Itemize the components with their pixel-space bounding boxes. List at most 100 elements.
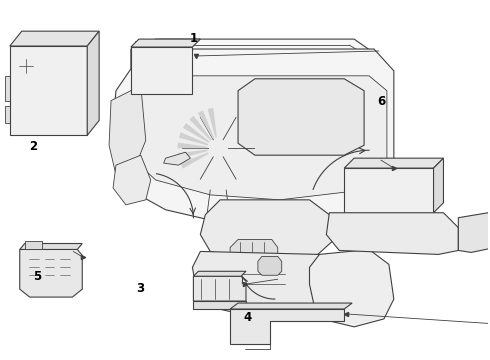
Bar xyxy=(148,63,158,72)
Bar xyxy=(49,39,61,47)
Bar xyxy=(34,109,46,129)
Polygon shape xyxy=(200,200,334,260)
Polygon shape xyxy=(183,123,210,143)
Bar xyxy=(5,105,13,123)
Polygon shape xyxy=(24,240,42,249)
Bar xyxy=(349,218,364,228)
Polygon shape xyxy=(131,47,193,94)
Bar xyxy=(267,89,281,99)
Polygon shape xyxy=(193,251,349,317)
Bar xyxy=(44,257,55,282)
Bar xyxy=(45,67,53,77)
Bar xyxy=(173,51,183,60)
Circle shape xyxy=(12,52,40,80)
Bar xyxy=(56,81,65,91)
Circle shape xyxy=(242,281,258,297)
Polygon shape xyxy=(20,249,82,297)
Bar xyxy=(315,43,322,67)
Polygon shape xyxy=(434,158,443,213)
Bar xyxy=(305,130,318,140)
Polygon shape xyxy=(20,243,82,249)
Polygon shape xyxy=(190,116,212,140)
Polygon shape xyxy=(136,39,374,73)
Polygon shape xyxy=(131,39,200,47)
Bar xyxy=(28,257,40,282)
Bar xyxy=(368,191,382,204)
Circle shape xyxy=(239,220,255,235)
Bar xyxy=(56,67,65,77)
Bar xyxy=(305,103,318,113)
Bar xyxy=(135,75,145,84)
Bar xyxy=(409,218,424,228)
Text: 4: 4 xyxy=(244,311,251,324)
Bar xyxy=(248,89,262,99)
Bar xyxy=(350,173,364,186)
Bar xyxy=(56,53,65,63)
Bar xyxy=(65,109,77,129)
Polygon shape xyxy=(109,86,146,175)
Circle shape xyxy=(233,214,261,242)
Polygon shape xyxy=(238,79,364,155)
Polygon shape xyxy=(113,155,151,205)
Polygon shape xyxy=(230,239,278,261)
Bar xyxy=(389,218,404,228)
Bar xyxy=(368,173,382,186)
Polygon shape xyxy=(326,213,458,255)
Circle shape xyxy=(242,329,248,335)
Bar xyxy=(69,81,77,91)
Bar xyxy=(34,39,46,47)
Polygon shape xyxy=(458,213,490,252)
Bar xyxy=(248,103,262,113)
Bar xyxy=(135,41,189,48)
Bar xyxy=(267,103,281,113)
Text: 3: 3 xyxy=(136,283,145,296)
Circle shape xyxy=(349,287,365,303)
Bar xyxy=(69,67,77,77)
Bar xyxy=(18,109,30,129)
Circle shape xyxy=(269,214,296,242)
Polygon shape xyxy=(344,168,434,213)
Bar xyxy=(5,76,13,100)
Bar xyxy=(386,173,400,186)
Bar xyxy=(323,83,337,89)
Bar xyxy=(323,130,337,140)
Bar xyxy=(69,53,77,63)
Bar xyxy=(305,89,318,99)
Bar xyxy=(18,39,30,47)
Polygon shape xyxy=(10,46,87,135)
Bar xyxy=(286,83,299,89)
Polygon shape xyxy=(194,301,246,309)
Polygon shape xyxy=(180,152,209,168)
Bar xyxy=(248,130,262,140)
Bar xyxy=(286,117,299,126)
Polygon shape xyxy=(344,158,443,168)
Bar xyxy=(323,103,337,113)
Bar xyxy=(119,140,135,154)
Bar xyxy=(135,51,145,60)
Bar xyxy=(65,39,77,47)
Bar xyxy=(286,103,299,113)
Bar xyxy=(45,53,53,63)
Bar xyxy=(286,130,299,140)
Bar xyxy=(326,43,334,67)
Bar xyxy=(45,81,53,91)
Circle shape xyxy=(19,59,33,73)
Bar xyxy=(59,257,72,282)
Text: 1: 1 xyxy=(190,32,198,45)
Circle shape xyxy=(208,138,228,158)
Bar xyxy=(323,89,337,99)
Bar xyxy=(404,191,417,204)
Polygon shape xyxy=(230,303,352,309)
Bar xyxy=(305,83,318,89)
Bar xyxy=(404,173,417,186)
Bar xyxy=(305,117,318,126)
Bar xyxy=(173,75,183,84)
Polygon shape xyxy=(230,309,344,344)
Bar xyxy=(238,205,251,215)
Polygon shape xyxy=(179,132,208,145)
Bar xyxy=(256,205,269,215)
Bar xyxy=(49,109,61,129)
Polygon shape xyxy=(177,143,207,148)
Polygon shape xyxy=(164,152,191,165)
Bar xyxy=(323,117,337,126)
